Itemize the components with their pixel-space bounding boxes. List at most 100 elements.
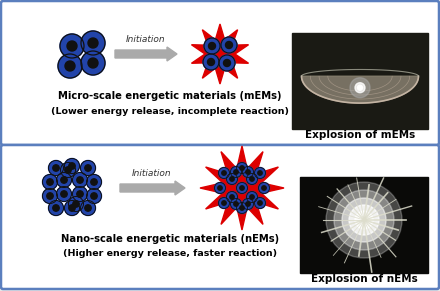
Circle shape [48,161,63,175]
Circle shape [219,55,235,71]
Text: (Higher energy release, faster reaction): (Higher energy release, faster reaction) [63,249,277,258]
Circle shape [65,159,80,173]
Circle shape [234,202,238,206]
Circle shape [81,161,95,175]
Circle shape [81,31,105,55]
Polygon shape [191,24,249,84]
Circle shape [69,196,84,212]
Circle shape [227,191,238,203]
Circle shape [225,42,232,49]
Circle shape [258,201,262,205]
Circle shape [61,177,67,183]
Circle shape [246,173,257,184]
Circle shape [56,173,71,187]
Circle shape [334,190,394,250]
Circle shape [85,165,91,171]
Circle shape [60,162,76,178]
Circle shape [218,186,222,190]
Circle shape [208,58,215,65]
Circle shape [237,162,247,173]
Circle shape [254,198,265,208]
Circle shape [67,41,77,51]
Circle shape [219,198,230,208]
Bar [292,33,428,129]
Circle shape [73,201,79,207]
FancyArrow shape [120,181,185,195]
Text: Micro-scale energetic materials (mEMs): Micro-scale energetic materials (mEMs) [58,91,282,101]
Circle shape [242,198,253,210]
Circle shape [91,179,97,185]
Text: (Lower energy release, incomplete reaction): (Lower energy release, incomplete reacti… [51,107,289,116]
Circle shape [231,198,242,210]
Circle shape [43,175,58,189]
Circle shape [355,83,365,93]
Circle shape [88,58,98,68]
Circle shape [230,177,234,181]
Circle shape [350,78,370,98]
Circle shape [221,37,237,53]
Circle shape [246,202,250,206]
Circle shape [237,182,247,194]
Circle shape [246,170,250,174]
Text: Explosion of mEMs: Explosion of mEMs [305,130,415,140]
Circle shape [85,205,91,211]
Circle shape [240,166,244,170]
Circle shape [222,201,226,205]
Circle shape [203,54,219,70]
Text: Nano-scale energetic materials (nEMs): Nano-scale energetic materials (nEMs) [61,234,279,244]
Circle shape [259,182,269,194]
Circle shape [222,171,226,175]
Circle shape [65,200,80,216]
FancyBboxPatch shape [1,1,439,145]
Text: Initiation: Initiation [132,168,172,178]
Circle shape [77,177,83,183]
Circle shape [250,195,254,199]
Circle shape [231,166,242,178]
Circle shape [209,42,216,49]
Circle shape [77,191,83,197]
Circle shape [349,205,379,235]
Circle shape [234,170,238,174]
Circle shape [73,173,88,187]
Circle shape [246,191,257,203]
Circle shape [215,182,225,194]
Circle shape [87,175,102,189]
Polygon shape [301,76,418,103]
Circle shape [230,195,234,199]
Circle shape [360,216,368,224]
Circle shape [357,85,363,90]
Circle shape [47,179,53,185]
Circle shape [48,200,63,216]
Text: Initiation: Initiation [126,35,166,43]
Circle shape [254,168,265,178]
Circle shape [342,198,386,242]
Circle shape [355,211,373,229]
Circle shape [53,205,59,211]
Circle shape [326,182,402,258]
Circle shape [240,206,244,210]
Circle shape [262,186,266,190]
Circle shape [237,203,247,214]
Circle shape [250,177,254,181]
Circle shape [47,193,53,199]
Circle shape [73,187,88,201]
Circle shape [65,167,71,173]
Circle shape [91,193,97,199]
Circle shape [56,187,71,201]
FancyArrow shape [115,47,177,61]
Circle shape [60,34,84,58]
Circle shape [224,59,231,67]
Circle shape [88,38,98,48]
FancyBboxPatch shape [1,145,439,289]
Circle shape [58,54,82,78]
Circle shape [81,200,95,216]
Circle shape [258,171,262,175]
Circle shape [242,166,253,178]
Circle shape [65,61,75,71]
Circle shape [87,189,102,203]
Circle shape [53,165,59,171]
Circle shape [240,186,244,190]
Circle shape [219,168,230,178]
Text: Explosion of nEMs: Explosion of nEMs [311,274,418,284]
Polygon shape [200,146,284,230]
